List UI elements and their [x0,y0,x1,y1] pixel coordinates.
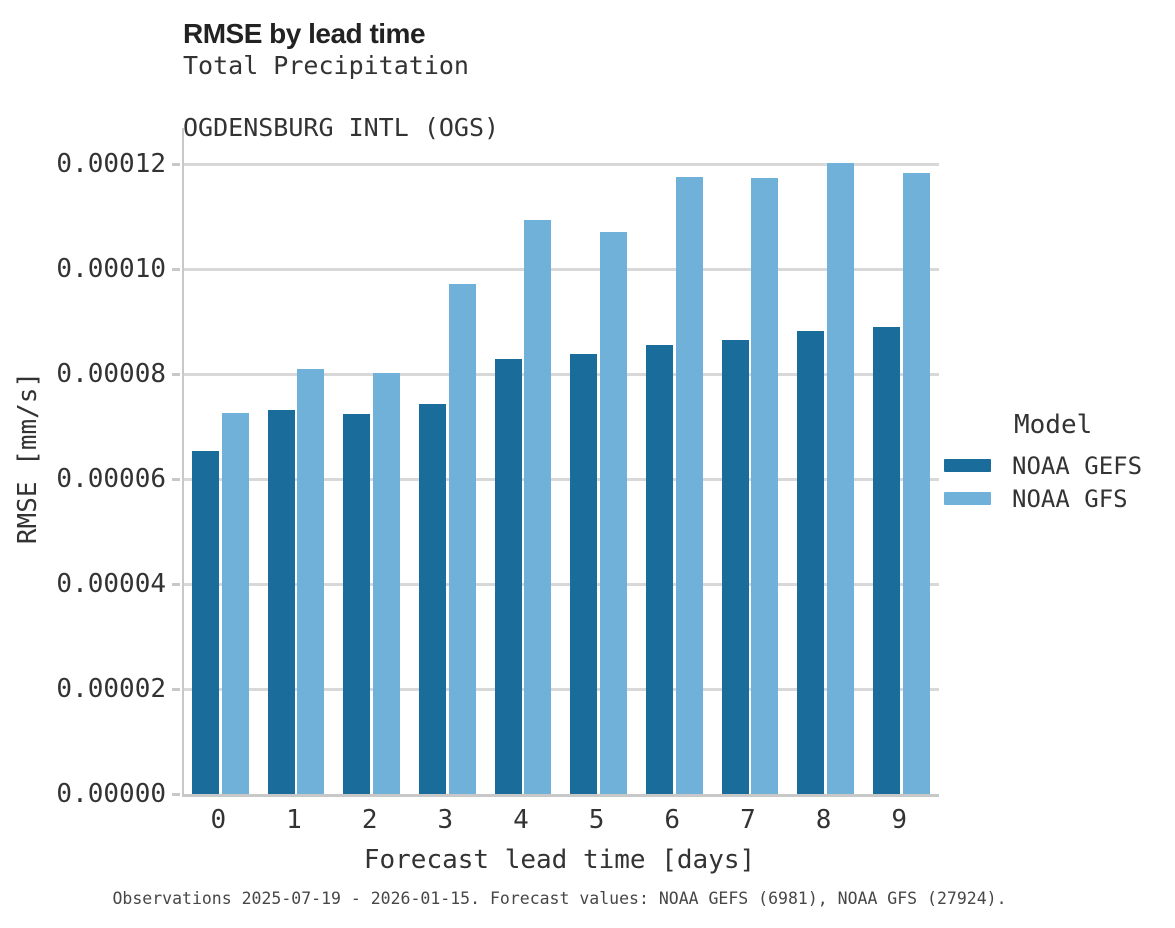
x-tick-label: 4 [513,805,529,835]
gridline [184,582,939,586]
y-tick-label: 0.00000 [56,778,166,809]
y-tick-mark [172,792,180,796]
bar-gfs-day5 [599,232,627,794]
legend: Model NOAA GEFS NOAA GFS [944,410,1142,515]
y-tick-mark [172,477,180,481]
bar-gfs-day9 [902,173,930,794]
gridline [184,372,939,376]
plot-area [182,128,939,797]
x-tick-label: 6 [664,805,681,835]
y-tick-mark [172,582,180,586]
chart-subtitle: Total Precipitation OGDENSBURG INTL (OGS… [183,50,499,143]
bar-gefs-day3 [418,404,446,794]
bar-gfs-day0 [221,412,249,794]
x-tick-label: 8 [815,805,832,835]
y-tick-label: 0.00006 [56,463,166,494]
gridline [184,687,939,691]
y-axis-label: RMSE [mm/s] [13,371,43,545]
bar-gfs-day4 [524,219,552,794]
gridline [184,163,939,167]
x-tick-label: 0 [210,805,227,835]
y-tick-label: 0.00008 [56,358,166,389]
y-tick-label: 0.00004 [56,568,166,599]
x-tick-label: 2 [361,805,378,835]
x-tick-label: 9 [891,805,908,835]
bar-gefs-day1 [267,410,295,794]
bar-gefs-day8 [797,330,825,794]
bar-gfs-day1 [297,368,325,794]
subtitle-line-2: OGDENSBURG INTL (OGS) [183,113,500,142]
y-tick-mark [172,687,180,691]
legend-label-gfs: NOAA GFS [1012,484,1128,513]
bar-gfs-day3 [448,284,476,794]
legend-entry-gefs: NOAA GEFS [944,449,1142,482]
x-tick-label: 3 [437,805,454,835]
y-tick-mark [172,163,180,167]
bar-gfs-day2 [373,372,400,794]
bar-gefs-day0 [192,450,219,794]
y-tick-label: 0.00012 [56,149,166,180]
y-tick-label: 0.00002 [56,673,166,704]
bar-gefs-day9 [872,327,900,794]
figure-caption: Observations 2025-07-19 - 2026-01-15. Fo… [112,889,1007,908]
bar-gefs-day4 [494,359,522,794]
y-tick-mark [172,268,180,272]
legend-title: Model [1014,410,1093,440]
bar-gfs-day6 [675,176,703,794]
x-tick-label: 7 [740,805,756,835]
bar-gfs-day8 [826,162,854,794]
subtitle-line-1: Total Precipitation [183,51,469,80]
bar-gefs-day5 [570,353,598,794]
bar-gefs-day7 [721,340,749,794]
legend-label-gefs: NOAA GEFS [1012,451,1143,480]
gridline [184,268,939,272]
bar-gefs-day6 [645,345,673,794]
gridline [184,477,939,481]
x-axis-label: Forecast lead time [days] [363,845,756,875]
bar-gefs-day2 [343,413,371,794]
legend-entry-gfs: NOAA GFS [944,482,1142,515]
x-tick-label: 1 [286,805,302,835]
y-tick-label: 0.00010 [56,254,166,285]
bar-gfs-day7 [751,178,779,794]
gfs-color-swatch [944,492,991,505]
y-tick-mark [172,372,180,376]
chart-title: RMSE by lead time [183,18,426,49]
gefs-color-swatch [944,459,991,472]
x-tick-label: 5 [588,805,605,835]
